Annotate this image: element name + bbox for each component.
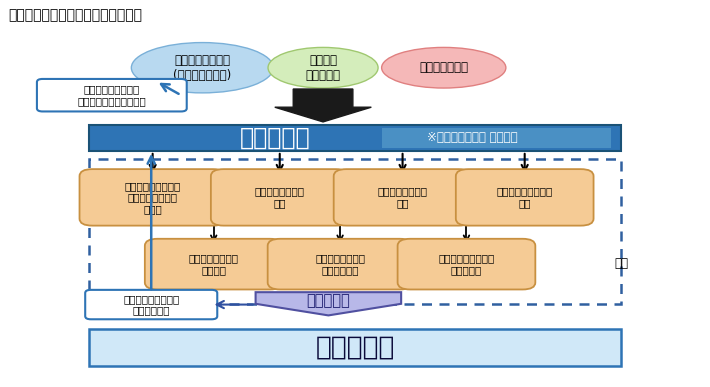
Text: 住宅の応急修理・
住宅資金融資: 住宅の応急修理・ 住宅資金融資 xyxy=(315,253,365,275)
Text: 住民基本
台帳データ: 住民基本 台帳データ xyxy=(305,54,341,82)
Text: 税金・国保料などの
減免: 税金・国保料などの 減免 xyxy=(496,187,553,208)
FancyBboxPatch shape xyxy=(382,128,611,148)
Polygon shape xyxy=(275,89,371,122)
Text: 生活再建支援金の
支給: 生活再建支援金の 支給 xyxy=(255,187,305,208)
FancyBboxPatch shape xyxy=(456,169,594,226)
Ellipse shape xyxy=(382,48,506,88)
FancyBboxPatch shape xyxy=(211,169,349,226)
Text: 被災者に寄り添った
生活再建支援: 被災者に寄り添った 生活再建支援 xyxy=(123,294,180,315)
Text: 人的被害の状況: 人的被害の状況 xyxy=(419,61,469,74)
FancyBboxPatch shape xyxy=(268,239,413,289)
Text: 支援の実施: 支援の実施 xyxy=(307,293,350,308)
Text: 被　災　者: 被 災 者 xyxy=(315,334,395,360)
Text: 人権・法律、健康な
ど各種相談: 人権・法律、健康な ど各種相談 xyxy=(438,253,495,275)
FancyBboxPatch shape xyxy=(37,79,187,111)
FancyBboxPatch shape xyxy=(89,125,621,151)
Ellipse shape xyxy=(268,48,378,88)
Text: 弔慰金・見舞金・障
害見舞金・義援金
の給付: 弔慰金・見舞金・障 害見舞金・義援金 の給付 xyxy=(124,181,181,214)
Polygon shape xyxy=(256,292,401,315)
FancyBboxPatch shape xyxy=(80,169,226,226)
FancyBboxPatch shape xyxy=(398,239,535,289)
Ellipse shape xyxy=(131,43,273,93)
Text: 被災者台帳: 被災者台帳 xyxy=(240,126,310,150)
Text: ※各種支援状況を 一元管理: ※各種支援状況を 一元管理 xyxy=(427,131,518,144)
FancyBboxPatch shape xyxy=(85,290,217,319)
FancyBboxPatch shape xyxy=(145,239,283,289)
Text: 応急仮設住宅への
入居: 応急仮設住宅への 入居 xyxy=(378,187,427,208)
Text: システム導入により
調査期間等の大幅な短縮: システム導入により 調査期間等の大幅な短縮 xyxy=(77,84,146,106)
Text: など: など xyxy=(614,257,628,270)
Text: 小・中学校等への
就学支援: 小・中学校等への 就学支援 xyxy=(189,253,239,275)
Text: 建物被害認定調査
(り災証明書発行): 建物被害認定調査 (り災証明書発行) xyxy=(173,54,231,82)
Text: 被災者生活再建支援業務のフロー図: 被災者生活再建支援業務のフロー図 xyxy=(9,8,143,22)
FancyBboxPatch shape xyxy=(334,169,471,226)
FancyBboxPatch shape xyxy=(89,329,621,366)
